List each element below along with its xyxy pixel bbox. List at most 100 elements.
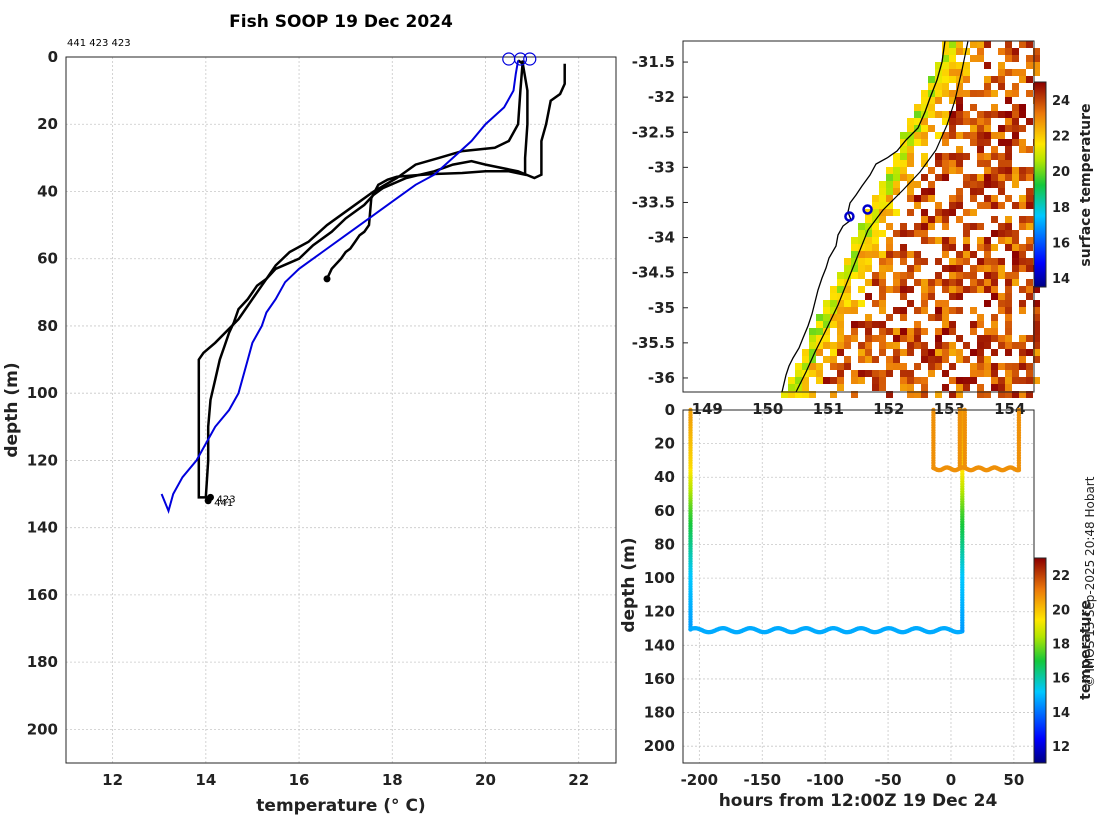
sst-cell xyxy=(907,328,914,335)
colorbar-band xyxy=(1034,142,1046,144)
sst-cell xyxy=(830,300,837,307)
sst-cell xyxy=(928,195,935,202)
sst-cell xyxy=(1005,97,1012,104)
colorbar-band xyxy=(1034,113,1046,115)
colorbar-band xyxy=(1034,235,1046,237)
colorbar-band xyxy=(1034,197,1046,199)
sst-cell xyxy=(1012,111,1019,118)
colorbar-band xyxy=(1034,211,1046,213)
sst-cell xyxy=(956,356,963,363)
sst-cell xyxy=(886,356,893,363)
sst-cell xyxy=(851,237,858,244)
sst-cell xyxy=(907,209,914,216)
sst-cell xyxy=(998,160,1005,167)
sst-cell xyxy=(1012,363,1019,370)
colorbar-band xyxy=(1034,611,1046,613)
colorbar-band xyxy=(1034,193,1046,195)
sst-cell xyxy=(1005,174,1012,181)
sst-cell xyxy=(949,237,956,244)
sst-cell xyxy=(956,62,963,69)
sst-cell xyxy=(949,279,956,286)
sst-cell xyxy=(963,272,970,279)
sst-cell xyxy=(1012,83,1019,90)
colorbar-band xyxy=(1034,647,1046,649)
colorbar-band xyxy=(1034,216,1046,218)
colorbar-band xyxy=(1034,272,1046,274)
sst-cell xyxy=(921,216,928,223)
colorbar-band xyxy=(1034,103,1046,105)
sst-cell xyxy=(893,160,900,167)
sst-cell xyxy=(900,370,907,377)
sst-cell xyxy=(907,118,914,125)
sst-cell xyxy=(984,300,991,307)
sst-cell xyxy=(942,314,949,321)
sst-cell xyxy=(1005,195,1012,202)
sst-cell xyxy=(1026,293,1033,300)
sst-cell xyxy=(879,321,886,328)
sst-cell xyxy=(956,384,963,391)
sst-cell xyxy=(1012,55,1019,62)
profile-line-423a xyxy=(197,63,566,499)
colorbar-band xyxy=(1034,650,1046,652)
sst-cell xyxy=(921,195,928,202)
sst-cell xyxy=(823,377,830,384)
sst-cell xyxy=(949,118,956,125)
sst-cell xyxy=(900,363,907,370)
sst-cell xyxy=(865,251,872,258)
sst-cell xyxy=(977,244,984,251)
sst-cell xyxy=(991,90,998,97)
sst-cell xyxy=(1026,370,1033,377)
sst-cell xyxy=(872,244,879,251)
sst-cell xyxy=(830,286,837,293)
sst-cell xyxy=(858,265,865,272)
colorbar-band xyxy=(1034,591,1046,593)
colorbar-band xyxy=(1034,584,1046,586)
profile-end-dot xyxy=(206,493,214,501)
sst-cell xyxy=(900,160,907,167)
sst-cell xyxy=(984,244,991,251)
colorbar-band xyxy=(1034,590,1046,592)
sst-cell xyxy=(1019,258,1026,265)
sst-cell xyxy=(921,209,928,216)
sst-cell xyxy=(809,356,816,363)
sst-cell xyxy=(1033,62,1040,69)
colorbar-band xyxy=(1034,587,1046,589)
sst-cell xyxy=(963,251,970,258)
colorbar-band xyxy=(1034,732,1046,734)
sst-cell xyxy=(907,265,914,272)
sst-cell xyxy=(1005,244,1012,251)
colorbar-band xyxy=(1034,717,1046,719)
colorbar-band xyxy=(1034,144,1046,146)
sst-cell xyxy=(949,391,956,398)
y-tick-label: 120 xyxy=(644,603,675,621)
sst-cell xyxy=(893,342,900,349)
sst-cell xyxy=(1012,237,1019,244)
sst-cell xyxy=(837,293,844,300)
sst-cell xyxy=(956,391,963,398)
colorbar-band xyxy=(1034,229,1046,231)
colorbar-band xyxy=(1034,708,1046,710)
colorbar-band xyxy=(1034,152,1046,154)
colorbar-band xyxy=(1034,276,1046,278)
sst-cell xyxy=(942,349,949,356)
sst-cell xyxy=(872,377,879,384)
colorbar-band xyxy=(1034,761,1046,763)
sst-cell xyxy=(1005,279,1012,286)
depth-track xyxy=(688,407,1022,635)
profile-plot-frame xyxy=(65,56,617,764)
colorbar-band xyxy=(1034,753,1046,755)
sst-cell xyxy=(914,363,921,370)
sst-cell xyxy=(1012,104,1019,111)
sst-cell xyxy=(942,356,949,363)
sst-cell xyxy=(956,272,963,279)
sst-cell xyxy=(942,370,949,377)
sst-cell xyxy=(879,307,886,314)
y-tick-label: 40 xyxy=(654,468,675,486)
sst-cell xyxy=(1026,286,1033,293)
sst-cell xyxy=(837,321,844,328)
sst-cell xyxy=(921,174,928,181)
sst-cell xyxy=(956,286,963,293)
colorbar-band xyxy=(1034,568,1046,570)
sst-cell xyxy=(956,48,963,55)
sst-cell xyxy=(970,363,977,370)
